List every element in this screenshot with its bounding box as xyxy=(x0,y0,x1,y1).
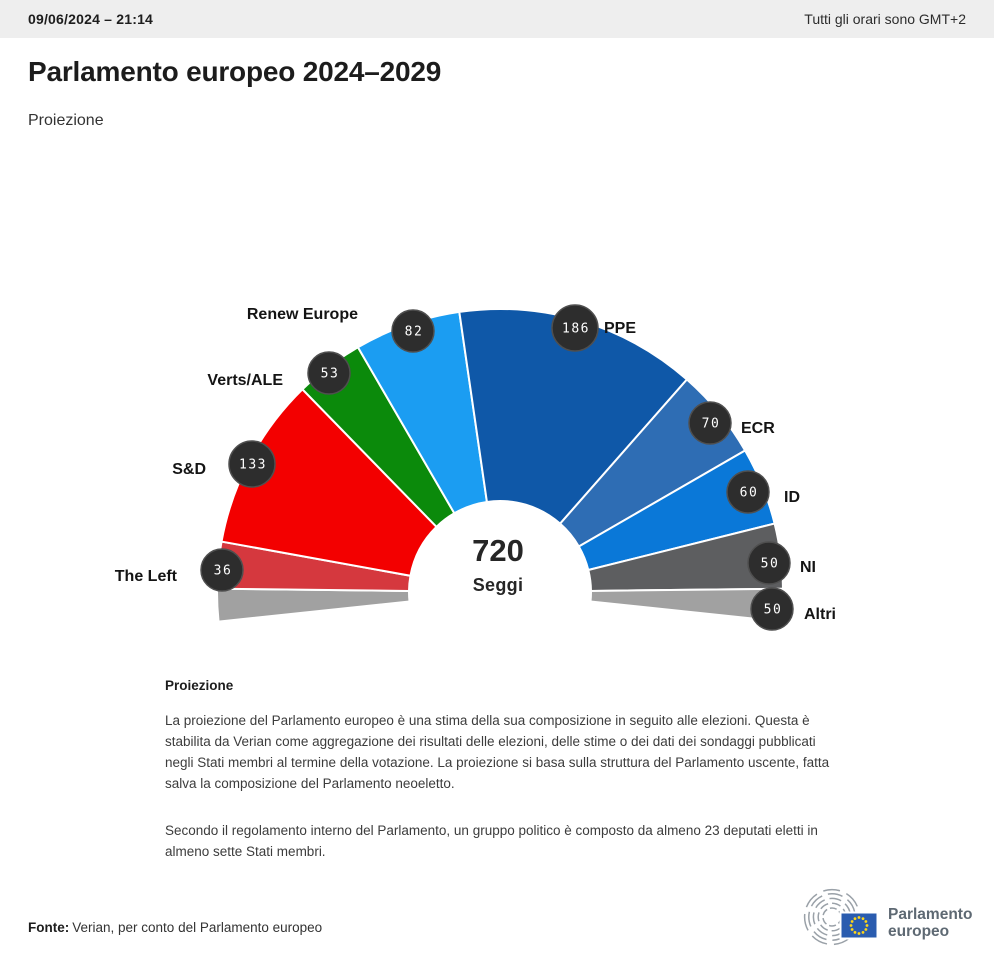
group-label-ni: NI xyxy=(800,559,816,576)
wedge-s-d[interactable] xyxy=(220,387,438,577)
badge-value-ppe: 186 xyxy=(562,322,590,337)
badge-renew-europe xyxy=(391,309,435,353)
badge-value-id: 60 xyxy=(740,486,759,501)
description-heading: Proiezione xyxy=(165,678,234,693)
badge-verts-ale xyxy=(307,351,351,395)
group-label-id: ID xyxy=(784,489,800,506)
source-text: Verian, per conto del Parlamento europeo xyxy=(72,920,323,935)
eu-stars xyxy=(849,916,869,935)
description-paragraph-2: Secondo il regolamento interno del Parla… xyxy=(165,823,818,859)
badge-ni xyxy=(747,541,791,585)
total-seats-label: Seggi xyxy=(473,575,524,595)
badge-value-ecr: 70 xyxy=(702,417,721,432)
hemicycle-chart: 720 Seggi 36 The Left 133 S&D 53 Verts/ALE 82 Ren… xyxy=(115,304,836,631)
badge-value-verts-ale: 53 xyxy=(321,367,340,382)
group-label-ppe: PPE xyxy=(604,320,636,337)
group-label-verts-ale: Verts/ALE xyxy=(207,372,283,389)
wedge-ppe[interactable] xyxy=(458,308,689,526)
logo-text-line1: Parlamento xyxy=(888,906,973,923)
source-label: Fonte: xyxy=(28,920,70,935)
timezone-note: Tutti gli orari sono GMT+2 xyxy=(804,11,966,27)
group-label-altri: Altri xyxy=(804,606,836,623)
page-title: Parlamento europeo 2024–2029 xyxy=(28,56,442,87)
page-subtitle: Proiezione xyxy=(28,112,104,129)
badge-the-left xyxy=(200,548,244,592)
badge-ppe xyxy=(551,304,599,352)
badge-ecr xyxy=(688,401,732,445)
group-label-ecr: ECR xyxy=(741,420,775,437)
badge-id xyxy=(726,470,770,514)
badge-value-s-d: 133 xyxy=(239,458,267,473)
total-seats-value: 720 xyxy=(472,533,524,568)
ep-logo: Parlamento europeo xyxy=(802,888,992,950)
ep-logo-text: Parlamento europeo xyxy=(888,906,972,940)
group-label-renew-europe: Renew Europe xyxy=(247,306,358,323)
description-paragraph-1: La proiezione del Parlamento europeo è u… xyxy=(165,713,830,791)
badge-value-renew-europe: 82 xyxy=(405,325,424,340)
ep-hemicycle-logo-icon xyxy=(803,888,879,946)
projection-description: Proiezione La proiezione del Parlamento … xyxy=(165,678,837,888)
badge-altri xyxy=(750,587,794,631)
badge-value-altri: 50 xyxy=(764,603,783,618)
badge-value-the-left: 36 xyxy=(214,564,233,579)
badge-s-d xyxy=(228,440,276,488)
source-note: Fonte: Verian, per conto del Parlamento e… xyxy=(28,920,322,935)
topbar: 09/06/2024 – 21:14 Tutti gli orari sono … xyxy=(0,0,994,38)
datetime-label: 09/06/2024 – 21:14 xyxy=(28,11,154,27)
logo-text-line2: europeo xyxy=(888,923,950,940)
badge-value-ni: 50 xyxy=(761,557,780,572)
wedge-altri[interactable] xyxy=(216,587,411,623)
group-label-the-left: The Left xyxy=(115,568,178,585)
group-label-s-d: S&D xyxy=(172,461,206,478)
